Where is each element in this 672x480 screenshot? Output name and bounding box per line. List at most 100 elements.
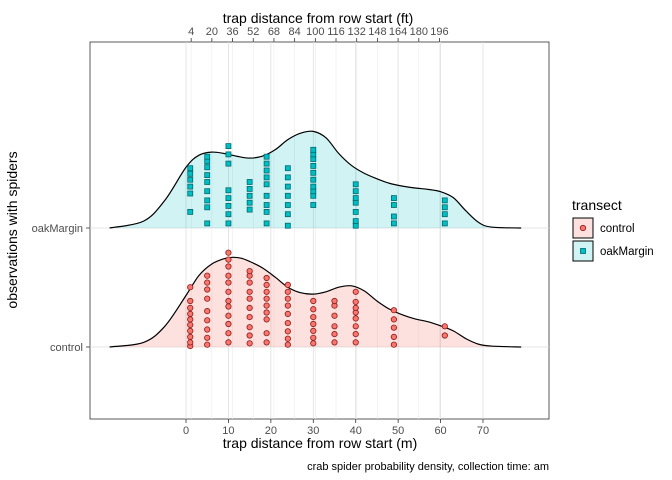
x-top-tick-label: 68 [268, 26, 280, 38]
point-oakMargin [204, 220, 211, 227]
point-control [187, 284, 194, 291]
legend-title: transect [572, 197, 622, 213]
x-top-tick-label: 180 [410, 26, 428, 38]
point-control [263, 309, 270, 316]
point-oakMargin [246, 192, 253, 199]
point-control [225, 279, 232, 286]
point-control [352, 323, 359, 330]
point-control [352, 298, 359, 306]
x-top-tick-label: 36 [226, 26, 238, 38]
point-oakMargin [263, 167, 270, 174]
point-control [331, 339, 338, 346]
point-control [284, 310, 291, 317]
legend-symbol-control [579, 224, 587, 232]
point-control [246, 279, 253, 286]
point-control [225, 249, 232, 256]
point-oakMargin [352, 218, 359, 225]
point-control [204, 334, 211, 341]
point-control [263, 339, 270, 346]
point-control [225, 297, 232, 305]
observation-points [187, 143, 448, 350]
point-oakMargin [187, 176, 194, 183]
point-oakMargin [441, 204, 448, 211]
point-control [263, 295, 270, 302]
point-control [204, 326, 211, 333]
point-control [390, 341, 397, 348]
point-control [441, 323, 448, 330]
legend-label-oakMargin: oakMargin [600, 246, 654, 258]
point-oakMargin [263, 202, 270, 208]
point-oakMargin [225, 195, 232, 202]
point-oakMargin [310, 146, 317, 153]
point-oakMargin [225, 220, 232, 227]
point-oakMargin [225, 143, 232, 150]
legend: transect control oakMargin [572, 197, 654, 262]
point-oakMargin [390, 202, 397, 208]
point-oakMargin [187, 170, 194, 177]
point-oakMargin [263, 181, 270, 188]
point-oakMargin [352, 188, 359, 195]
point-control [310, 334, 317, 341]
point-control [225, 256, 232, 263]
point-oakMargin [246, 206, 253, 213]
point-control [204, 317, 211, 324]
point-oakMargin [441, 211, 448, 218]
point-control [352, 315, 359, 322]
point-oakMargin [390, 213, 397, 220]
point-control [310, 297, 317, 305]
x-top-tick-label: 20 [206, 26, 218, 38]
point-oakMargin [284, 165, 291, 172]
point-oakMargin [390, 220, 397, 227]
point-oakMargin [352, 195, 359, 202]
point-oakMargin [352, 208, 359, 215]
point-control [225, 303, 232, 310]
point-control [284, 281, 291, 288]
point-control [352, 288, 359, 295]
point-control [246, 313, 253, 321]
point-control [263, 330, 270, 337]
point-control [246, 332, 253, 339]
point-control [225, 320, 232, 328]
x-axis-top-title: trap distance from row start (ft) [223, 10, 414, 26]
point-control [225, 288, 232, 295]
point-control [310, 313, 317, 321]
point-control [246, 288, 253, 295]
point-control [263, 302, 270, 309]
point-oakMargin [284, 192, 291, 199]
point-oakMargin [204, 164, 211, 171]
legend-label-control: control [600, 223, 635, 235]
density-line-control [109, 256, 522, 348]
x-tick-label: 50 [392, 425, 404, 437]
point-oakMargin [310, 183, 317, 190]
point-control [187, 297, 194, 305]
point-oakMargin [204, 153, 211, 160]
point-control [246, 267, 253, 275]
point-control [187, 321, 194, 329]
point-control [441, 332, 448, 339]
x-tick-label: 30 [307, 425, 319, 437]
point-control [204, 286, 211, 293]
x-top-tick-label: 116 [327, 26, 345, 38]
point-control [246, 295, 253, 302]
point-oakMargin [187, 190, 194, 197]
point-oakMargin [225, 160, 232, 167]
y-tick-label: oakMargin [32, 223, 83, 235]
point-control [204, 341, 211, 348]
x-top-tick-label: 164 [389, 26, 407, 38]
vertical-gridlines [185, 42, 484, 419]
x-axis-title: trap distance from row start (m) [223, 435, 418, 451]
point-control [204, 308, 211, 315]
x-top-tick-label: 84 [289, 26, 301, 38]
point-oakMargin [263, 153, 270, 160]
point-oakMargin [263, 208, 270, 215]
point-oakMargin [352, 181, 359, 188]
point-oakMargin [284, 183, 291, 190]
point-control [187, 333, 194, 340]
x-top-tick-label: 132 [348, 26, 366, 38]
legend-symbol-oakMargin [580, 248, 586, 254]
axis-ticks: 0 10 20 30 40 50 60 70 4 20 36 52 68 84 100 116 132 148 16… [32, 26, 489, 437]
point-control [310, 306, 317, 313]
x-tick-label: 0 [183, 425, 189, 437]
x-tick-label: 10 [222, 425, 234, 437]
x-tick-label: 40 [350, 425, 362, 437]
